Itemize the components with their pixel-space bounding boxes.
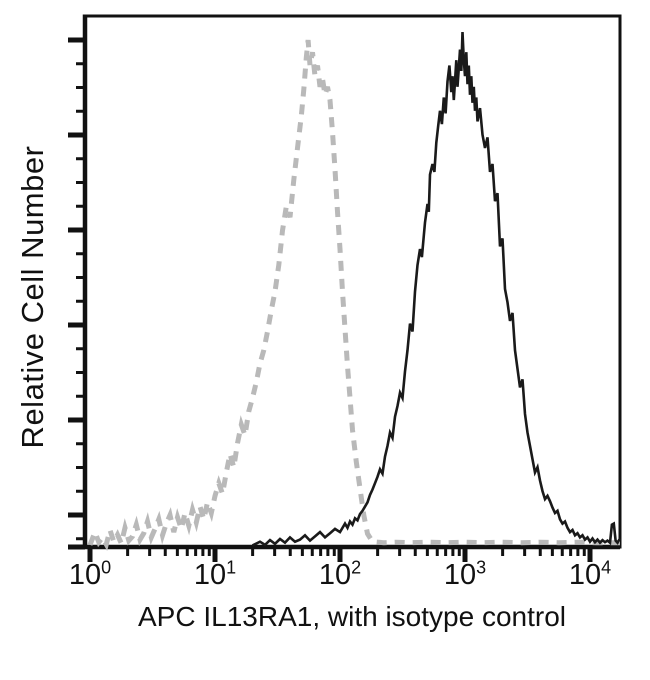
tick-exponent: 3 [476,557,487,578]
tick-base: 10 [68,559,102,591]
tick-base: 10 [193,559,227,591]
tick-exponent: 0 [101,557,112,578]
apc-il13ra1-curve [251,31,622,547]
isotype-control-curve [87,39,620,552]
tick-exponent: 4 [601,557,612,578]
x-tick-label-1e3: 103 [443,557,487,592]
tick-exponent: 2 [351,557,362,578]
x-axis-label: APC IL13RA1, with isotype control [138,601,566,632]
x-tick-label-1e0: 100 [68,557,112,592]
tick-exponent: 1 [226,557,237,578]
x-tick-label-1e4: 104 [568,557,612,592]
x-tick-label-1e2: 102 [318,557,362,592]
tick-base: 10 [443,559,477,591]
tick-base: 10 [568,559,602,591]
x-tick-label-1e1: 101 [193,557,237,592]
plot-border [83,14,622,549]
y-axis-label: Relative Cell Number [15,145,50,449]
tick-base: 10 [318,559,352,591]
